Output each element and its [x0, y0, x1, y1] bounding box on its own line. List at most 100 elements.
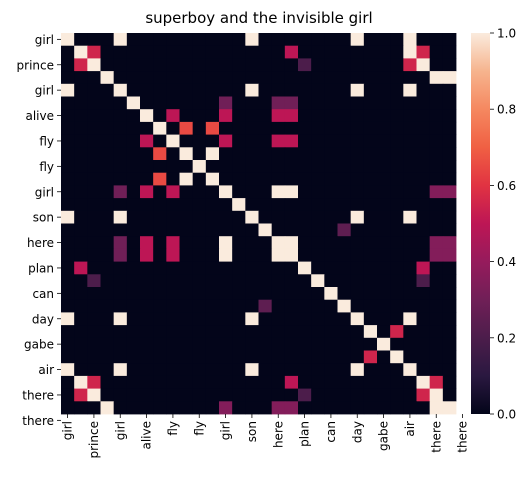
heatmap-cell [258, 299, 273, 313]
heatmap-cell [311, 147, 325, 161]
heatmap-cell [350, 375, 365, 389]
heatmap-cell [298, 147, 312, 161]
heatmap-cell [258, 109, 273, 123]
heatmap-cell [258, 198, 273, 212]
heatmap-cell [298, 223, 312, 237]
heatmap-cell [113, 160, 128, 174]
heatmap-cell [337, 363, 352, 377]
heatmap-cell [377, 312, 391, 326]
heatmap-cell [113, 299, 128, 313]
heatmap-cell [403, 58, 417, 72]
heatmap-cell [377, 160, 391, 174]
x-tick-label: there [456, 421, 470, 453]
heatmap-cell [403, 109, 417, 123]
heatmap-cell [100, 33, 115, 47]
heatmap-cell [363, 109, 378, 123]
heatmap-cell [192, 198, 207, 212]
heatmap-cell [350, 83, 365, 97]
x-tick-label: gabe [377, 421, 391, 451]
heatmap-cell [87, 350, 101, 364]
x-tick-label: fly [192, 421, 206, 436]
heatmap-cell [271, 363, 286, 377]
heatmap-cell [245, 261, 259, 275]
heatmap-cell [219, 33, 233, 47]
heatmap-cell [258, 134, 273, 148]
heatmap-cell [337, 185, 352, 199]
y-tick-label: air [38, 363, 54, 377]
heatmap-cell [166, 287, 180, 301]
heatmap-cell [74, 236, 88, 250]
heatmap-cell [390, 337, 404, 351]
heatmap-cells [61, 33, 457, 415]
heatmap-cell [232, 299, 246, 313]
heatmap-cell [442, 198, 457, 212]
heatmap-cell [403, 223, 417, 237]
heatmap-cell [219, 388, 233, 402]
heatmap-cell [205, 274, 220, 288]
heatmap-cell [245, 388, 259, 402]
heatmap-cell [311, 274, 325, 288]
heatmap-cell [442, 147, 457, 161]
heatmap-cell [87, 198, 101, 212]
heatmap-cell [258, 375, 273, 389]
heatmap-cell [179, 350, 194, 364]
heatmap-cell [179, 261, 194, 275]
heatmap-cell [179, 121, 194, 135]
heatmap-cell [350, 134, 365, 148]
colorbar-tick-label: 1.0 [497, 27, 516, 41]
heatmap-cell [271, 350, 286, 364]
heatmap-cell [205, 210, 220, 224]
heatmap-cell [377, 58, 391, 72]
heatmap-cell [74, 248, 88, 262]
heatmap-cell [337, 248, 352, 262]
heatmap-cell [245, 58, 259, 72]
heatmap-cell [153, 401, 167, 415]
heatmap-cell [311, 287, 325, 301]
heatmap-cell [113, 33, 128, 47]
heatmap-cell [350, 147, 365, 161]
heatmap-cell [311, 325, 325, 339]
heatmap-cell [126, 274, 141, 288]
heatmap-cell [350, 350, 365, 364]
heatmap-cell [166, 134, 180, 148]
heatmap-cell [271, 45, 286, 59]
heatmap-cell [192, 388, 207, 402]
heatmap-cell [258, 210, 273, 224]
heatmap-cell [87, 337, 101, 351]
heatmap-cell [179, 147, 194, 161]
heatmap-cell [113, 121, 128, 135]
heatmap-cell [271, 33, 286, 47]
heatmap-cell [232, 261, 246, 275]
heatmap-cell [113, 223, 128, 237]
heatmap-cell [363, 375, 378, 389]
heatmap-cell [179, 160, 194, 174]
heatmap-cell [74, 261, 88, 275]
heatmap-cell [403, 388, 417, 402]
heatmap-cell [350, 248, 365, 262]
heatmap-cell [179, 274, 194, 288]
heatmap-cell [74, 375, 88, 389]
heatmap-cell [258, 121, 273, 135]
heatmap-cell [166, 210, 180, 224]
heatmap-cell [377, 147, 391, 161]
heatmap-cell [192, 350, 207, 364]
heatmap-cell [153, 96, 167, 110]
heatmap-cell [219, 210, 233, 224]
heatmap-cell [311, 33, 325, 47]
heatmap-cell [140, 172, 154, 186]
heatmap-cell [416, 312, 431, 326]
heatmap-cell [271, 147, 286, 161]
heatmap-cell [324, 236, 338, 250]
heatmap-cell [61, 312, 75, 326]
heatmap-cell [350, 223, 365, 237]
heatmap-cell [179, 45, 194, 59]
heatmap-cell [100, 210, 115, 224]
heatmap-cell [166, 401, 180, 415]
heatmap-cell [258, 160, 273, 174]
heatmap-cell [232, 71, 246, 85]
heatmap-cell [179, 337, 194, 351]
heatmap-cell [363, 45, 378, 59]
heatmap-cell [258, 248, 273, 262]
heatmap-cell [113, 185, 128, 199]
heatmap-cell [429, 287, 444, 301]
